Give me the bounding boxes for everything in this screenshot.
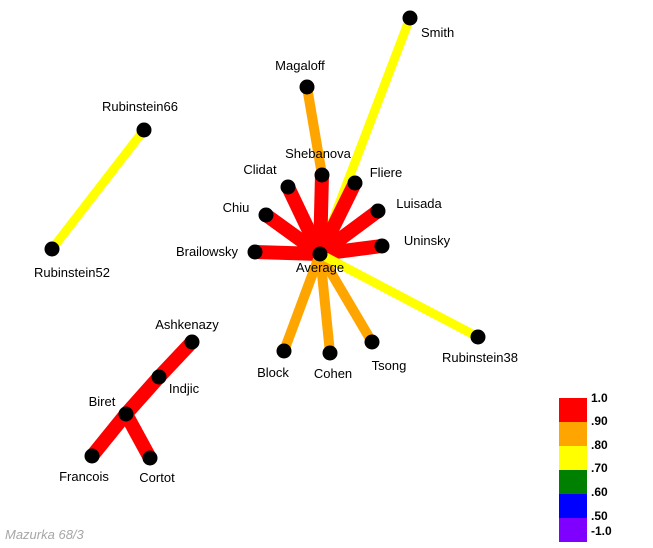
node-label-cohen: Cohen bbox=[314, 366, 352, 381]
legend-label: .70 bbox=[591, 461, 608, 475]
edge-average-uninsky bbox=[319, 239, 383, 261]
node-label-rubinstein38: Rubinstein38 bbox=[442, 350, 518, 365]
node-block bbox=[276, 343, 292, 359]
legend-swatch-low bbox=[559, 470, 587, 494]
node-luisada bbox=[370, 203, 386, 219]
piece-caption: Mazurka 68/3 bbox=[5, 527, 84, 542]
edge-average-block bbox=[279, 252, 325, 353]
edge-biret-francois bbox=[86, 409, 132, 461]
node-biret bbox=[118, 406, 134, 422]
edge-biret-cortot bbox=[119, 410, 157, 462]
node-label-clidat: Clidat bbox=[243, 162, 277, 177]
node-label-average: Average bbox=[296, 260, 344, 275]
node-label-shebanova: Shebanova bbox=[285, 146, 352, 161]
edge-average-tsong bbox=[315, 251, 377, 345]
nodes-layer bbox=[44, 10, 486, 466]
node-label-tsong: Tsong bbox=[372, 358, 407, 373]
legend-swatch-lower bbox=[559, 494, 587, 518]
legend-label: -1.0 bbox=[591, 524, 612, 538]
node-cortot bbox=[142, 450, 158, 466]
legend-label: .90 bbox=[591, 414, 608, 428]
edge-average-rubinstein38 bbox=[317, 250, 481, 341]
node-label-smith: Smith bbox=[421, 25, 454, 40]
node-label-fliere: Fliere bbox=[370, 165, 403, 180]
node-rubinstein66 bbox=[136, 122, 152, 138]
node-smith bbox=[402, 10, 418, 26]
edge-average-cohen bbox=[315, 253, 335, 354]
legend-swatch-very-high bbox=[559, 398, 587, 422]
legend-label: .80 bbox=[591, 438, 608, 452]
node-shebanova bbox=[314, 167, 330, 183]
node-clidat bbox=[280, 179, 296, 195]
node-cohen bbox=[322, 345, 338, 361]
node-label-block: Block bbox=[257, 365, 289, 380]
node-label-biret: Biret bbox=[89, 394, 116, 409]
labels-layer: Average Smith Magaloff Shebanova Clidat Flier… bbox=[34, 25, 518, 485]
node-indjic bbox=[151, 369, 167, 385]
node-label-uninsky: Uninsky bbox=[404, 233, 451, 248]
legend-label: 1.0 bbox=[591, 391, 608, 405]
node-label-ashkenazy: Ashkenazy bbox=[155, 317, 219, 332]
legend-swatch-medium bbox=[559, 446, 587, 470]
node-tsong bbox=[364, 334, 380, 350]
node-magaloff bbox=[299, 79, 315, 95]
node-ashkenazy bbox=[184, 334, 200, 350]
node-label-indjic: Indjic bbox=[169, 381, 200, 396]
edge-indjic-biret bbox=[120, 372, 165, 419]
edge-rubinstein66-rubinstein52 bbox=[48, 127, 148, 252]
node-brailowsky bbox=[247, 244, 263, 260]
node-label-francois: Francois bbox=[59, 469, 109, 484]
node-uninsky bbox=[374, 238, 390, 254]
node-label-luisada: Luisada bbox=[396, 196, 442, 211]
node-label-magaloff: Magaloff bbox=[275, 58, 325, 73]
legend-swatch-high bbox=[559, 422, 587, 446]
legend-swatch-lowest bbox=[559, 518, 587, 542]
node-label-chiu: Chiu bbox=[223, 200, 250, 215]
edge-shebanova-magaloff bbox=[302, 86, 327, 176]
edges-layer bbox=[48, 16, 481, 462]
legend-label: .50 bbox=[591, 509, 608, 523]
node-label-rubinstein66: Rubinstein66 bbox=[102, 99, 178, 114]
node-label-cortot: Cortot bbox=[139, 470, 175, 485]
edge-ashkenazy-indjic bbox=[153, 337, 198, 382]
node-rubinstein52 bbox=[44, 241, 60, 257]
node-rubinstein38 bbox=[470, 329, 486, 345]
node-fliere bbox=[347, 175, 363, 191]
node-chiu bbox=[258, 207, 274, 223]
node-francois bbox=[84, 448, 100, 464]
node-label-brailowsky: Brailowsky bbox=[176, 244, 239, 259]
edge-average-brailowsky bbox=[254, 245, 321, 261]
node-label-rubinstein52: Rubinstein52 bbox=[34, 265, 110, 280]
legend-label: .60 bbox=[591, 485, 608, 499]
node-average bbox=[312, 246, 328, 262]
